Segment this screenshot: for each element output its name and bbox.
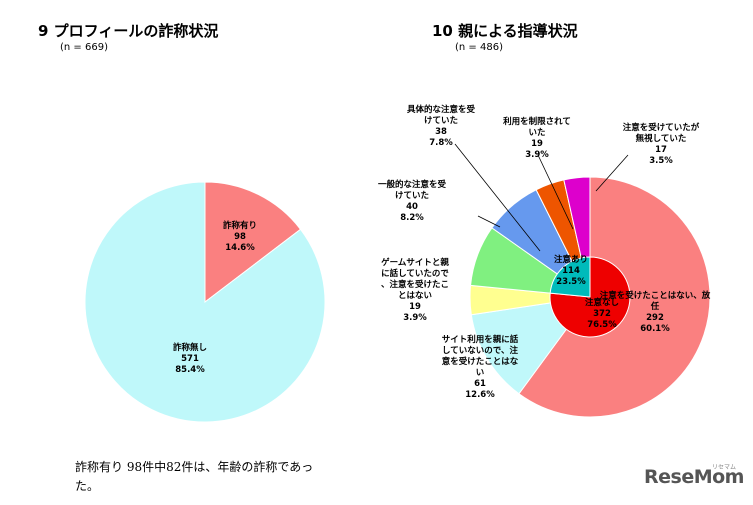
chart1-label-1: 詐称無し 571 85.4% [173, 342, 207, 375]
chart2-outer-label-1: サイト利用を親に話していないので、注意を受けたことはない 61 12.6% [442, 334, 519, 400]
chart1-title: 9 プロフィールの詐称状況 [38, 22, 219, 40]
chart2-outer-label-4: 具体的な注意を受けていた 38 7.8% [406, 104, 476, 148]
chart2-leader-1 [537, 154, 574, 230]
chart2-outer-label-5: 利用を制限されていた 19 3.9% [502, 116, 571, 160]
resemom-logo-kana: リセマム [712, 464, 737, 471]
chart2-title: 10 親による指導状況 [432, 22, 578, 40]
chart1-subtitle: (n = 669) [60, 42, 108, 53]
chart2-outer-label-0: 注意を受けたことはない、放任 292 60.1% [600, 290, 711, 334]
chart1-slice-0 [204, 181, 302, 304]
chart2-inner-label-1: 注意あり 114 23.5% [554, 254, 588, 287]
chart2-inner-label-0: 注意なし 372 76.5% [585, 297, 619, 330]
chart1-slice-1 [84, 181, 326, 423]
chart2-outer-label-3: 一般的な注意を受けていた 40 8.2% [378, 179, 447, 223]
chart2-leader-2 [595, 154, 629, 192]
resemom-logo: ReseMom [644, 466, 744, 488]
chart2-leader-0 [454, 143, 541, 252]
chart2-inner-slice-1 [549, 256, 591, 298]
chart2-leader-3 [477, 215, 501, 228]
chart2-outer-label-2: ゲームサイトと親に話していたので、注意を受けたことはない 19 3.9% [381, 257, 449, 323]
chart2-subtitle: (n = 486) [455, 42, 503, 53]
chart2-outer-label-6: 注意を受けていたが無視していた 17 3.5% [623, 122, 700, 166]
chart1-label-0: 詐称有り 98 14.6% [223, 220, 257, 253]
footnote: 詐称有り 98件中82件は、年齢の詐称であった。 [75, 460, 314, 493]
